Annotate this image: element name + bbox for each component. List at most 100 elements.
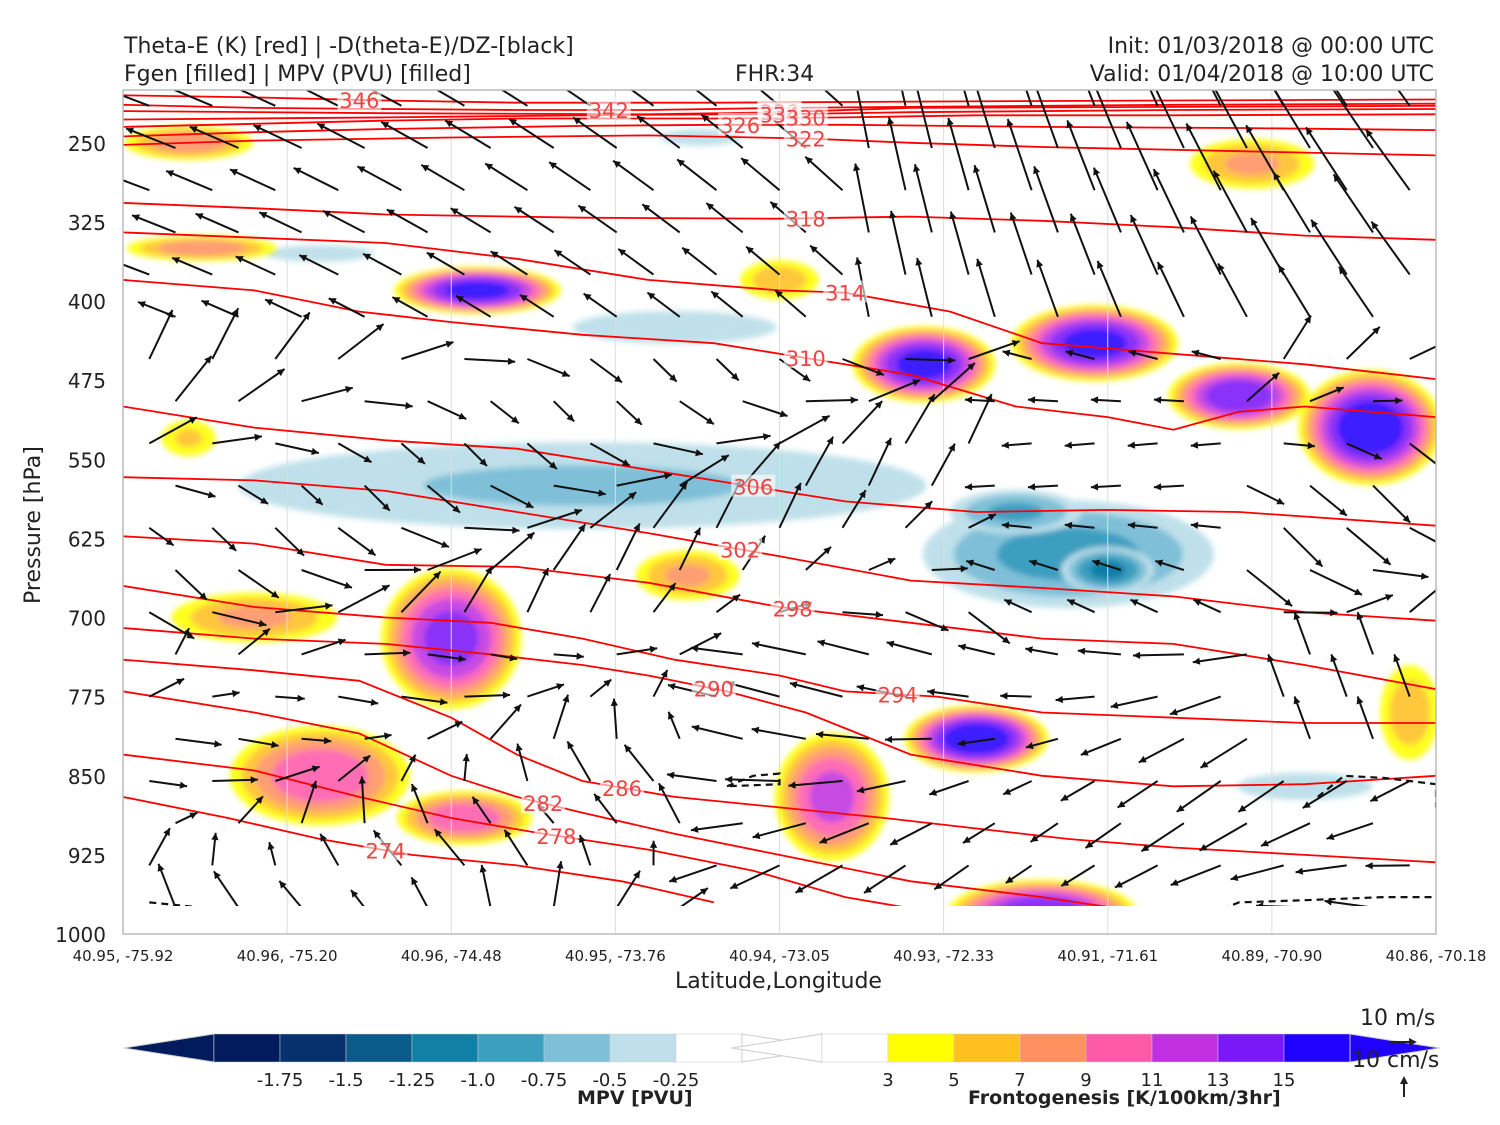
fgen-colorbar: 3 5 7 9 11 13 15 — [731, 1033, 1441, 1091]
mpv-blob — [265, 245, 375, 262]
y-tick-label: 400 — [68, 290, 106, 314]
wind-vector-head-icon — [1241, 33, 1248, 41]
wind-vector-arrow-icon — [842, 358, 885, 376]
wind-vector-head-icon — [1191, 349, 1200, 357]
wind-vector-head-icon — [1301, 35, 1308, 43]
wind-vector-head-icon — [502, 691, 511, 699]
wind-vector-head-icon — [1356, 612, 1364, 621]
wind-vector-head-icon — [1153, 169, 1160, 178]
wind-vector-head-icon — [647, 292, 656, 300]
wind-vector-arrow-icon — [1332, 90, 1374, 149]
wind-vector-arrow-icon — [1295, 864, 1347, 874]
wind-vector-head-icon — [1002, 349, 1011, 357]
wind-vector-head-icon — [1000, 692, 1008, 700]
wind-vector-head-icon — [850, 396, 858, 404]
wind-vector-head-icon — [668, 583, 676, 591]
wind-vector-head-icon — [189, 126, 198, 133]
colorbar-swatch — [411, 1033, 479, 1063]
wind-vector-head-icon — [363, 455, 372, 463]
theta-e-line — [123, 796, 715, 904]
wind-vector-head-icon — [725, 775, 733, 784]
wind-vector-head-icon — [265, 299, 274, 306]
wind-vector-head-icon — [1067, 599, 1076, 606]
wind-vector-head-icon — [512, 526, 520, 534]
wind-vector-arrow-icon — [1129, 214, 1159, 276]
colorbar-extension-left — [123, 1033, 215, 1063]
wind-vector-head-icon — [201, 300, 210, 307]
wind-vector-head-icon — [598, 489, 606, 497]
wind-vector-arrow-icon — [237, 569, 280, 599]
wind-vector-arrow-icon — [668, 864, 717, 883]
colorbar-swatch — [477, 1033, 545, 1063]
wind-vector-head-icon — [554, 250, 563, 258]
wind-vector-head-icon — [574, 508, 582, 516]
wind-vector-arrow-icon — [752, 822, 807, 839]
wind-vector-head-icon — [741, 158, 749, 166]
wind-vector-head-icon — [1360, 37, 1367, 45]
wind-vector-head-icon — [634, 417, 642, 425]
wind-vector-head-icon — [1293, 696, 1301, 705]
wind-vector-head-icon — [1077, 647, 1086, 655]
wind-vector-head-icon — [507, 357, 516, 365]
wind-vector-arrow-icon — [548, 161, 591, 192]
wind-vector-arrow-icon — [1302, 780, 1348, 809]
theta-e-label: 294 — [878, 683, 918, 707]
wind-vector-head-icon — [504, 829, 512, 838]
wind-vector-arrow-icon — [552, 523, 587, 571]
wind-vector-head-icon — [1130, 599, 1139, 606]
wind-vector-head-icon — [628, 492, 637, 500]
wind-vector-head-icon — [351, 890, 359, 898]
wind-vector-head-icon — [856, 786, 865, 794]
wind-vector-head-icon — [788, 781, 796, 789]
wind-vector-head-icon — [1402, 515, 1411, 523]
wind-vector-arrow-icon — [916, 90, 933, 149]
wind-vector-arrow-icon — [1211, 90, 1222, 107]
wind-vector-arrow-icon — [213, 870, 239, 906]
fgen-blob — [171, 592, 338, 643]
wind-vector-arrow-icon — [1370, 221, 1411, 276]
wind-vector-head-icon — [826, 436, 834, 445]
wind-vector-head-icon — [618, 248, 627, 256]
wind-vector-head-icon — [958, 643, 967, 651]
wind-vector-head-icon — [567, 741, 575, 750]
wind-vector-head-icon — [1027, 396, 1036, 404]
wind-vector-head-icon — [328, 298, 337, 305]
wind-vector-head-icon — [1256, 902, 1264, 906]
colorbar-swatch — [213, 1033, 281, 1063]
wind-vector-head-icon — [411, 877, 419, 886]
wind-vector-head-icon — [1117, 800, 1126, 808]
wind-vector-arrow-icon — [1372, 569, 1429, 578]
wind-vector-head-icon — [1001, 441, 1010, 449]
fgen-blob — [1168, 362, 1311, 430]
wind-vector-head-icon — [970, 72, 977, 80]
wind-vector-arrow-icon — [148, 827, 171, 866]
wind-vector-arrow-icon — [386, 208, 429, 234]
wind-vector-arrow-icon — [1006, 118, 1033, 191]
wind-vector-head-icon — [1304, 315, 1311, 324]
wind-vector-head-icon — [576, 652, 584, 660]
wind-vector-head-icon — [1092, 559, 1101, 567]
wind-vector-head-icon — [1130, 215, 1137, 223]
wind-vector-arrow-icon — [490, 250, 528, 276]
wind-vector-head-icon — [411, 784, 418, 792]
wind-vector-head-icon — [1114, 881, 1123, 888]
wind-vector-head-icon — [691, 724, 700, 732]
wind-vector-arrow-icon — [1077, 649, 1121, 656]
wind-vector-arrow-icon — [804, 436, 834, 487]
wind-vector-head-icon — [1176, 804, 1185, 812]
wind-vector-arrow-icon — [165, 169, 213, 192]
wind-vector-head-icon — [1027, 483, 1036, 491]
wind-vector-head-icon — [211, 832, 219, 841]
x-tick-label: 40.93, -72.33 — [893, 947, 994, 965]
wind-vector-head-icon — [789, 681, 798, 689]
colorbar-tick-label: -0.25 — [653, 1070, 700, 1091]
wind-vector-arrow-icon — [489, 703, 522, 740]
wind-vector-arrow-icon — [930, 443, 956, 487]
wind-vector-arrow-icon — [863, 864, 907, 894]
y-tick-label: 850 — [68, 765, 106, 789]
wind-vector-arrow-icon — [691, 725, 743, 740]
theta-e-label: 310 — [786, 347, 826, 371]
wind-vector-head-icon — [311, 447, 319, 455]
wind-vector-head-icon — [1153, 396, 1162, 404]
wind-vector-head-icon — [934, 882, 943, 890]
